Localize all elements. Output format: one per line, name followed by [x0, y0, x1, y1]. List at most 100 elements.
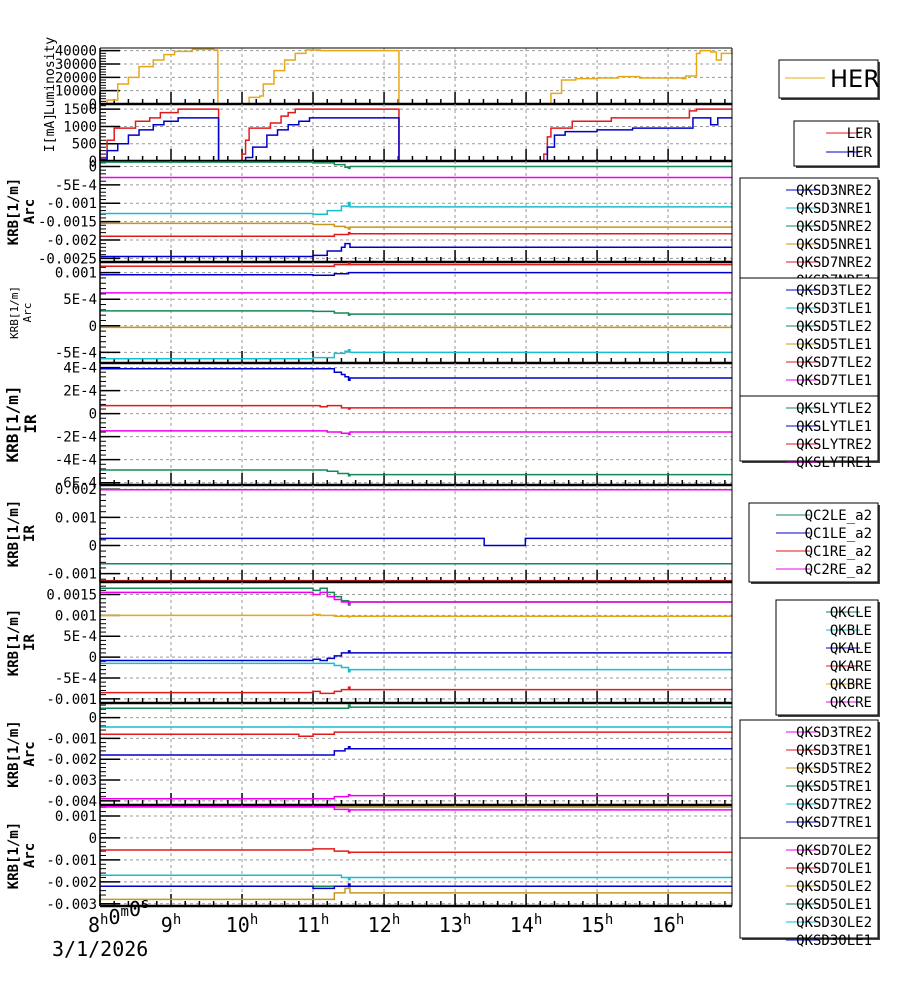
series-line-qksd7ole1	[100, 848, 732, 854]
y-axis-label: KRB[1/m]	[6, 822, 22, 889]
y-tick-label: -5E-4	[55, 345, 97, 361]
legend-label: QKCRE	[830, 695, 872, 711]
y-tick-label: -0.004	[46, 794, 97, 810]
y-tick-label: -0.001	[46, 731, 97, 747]
legend-krb-ir-qc: QC2LE_a2 QC1LE_a2 QC1RE_a2 QC2RE_a2	[748, 502, 880, 584]
legend-krb-ir-sly: QKSLYTLE2 QKSLYTLE1 QKSLYTRE2 QKSLYTRE1	[739, 395, 880, 471]
y-tick-label: 2E-4	[63, 384, 97, 400]
series-line-qkslytle1	[100, 368, 732, 382]
x-tick-label-part: 16	[652, 913, 676, 937]
legend-label: QKSLYTLE2	[796, 401, 872, 417]
legend-label: QKSD5TLE1	[796, 337, 872, 353]
y-axis-label: I[mA]	[43, 113, 58, 152]
y-tick-label: 0	[89, 160, 97, 176]
x-tick-label-part: 10	[226, 913, 250, 937]
y-axis-label: KRB[1/m]	[6, 178, 22, 245]
panel-krb-arc-tre: -0.004 -0.003 -0.002 -0.001 0 KRB[1/m] Arc	[6, 703, 733, 810]
panel-krb-ir-qk: -0.001 -5E-4 0 5E-4 0.001 0.0015 KRB[1/m] IR	[6, 582, 733, 708]
panel-krb-ir-sly: -6E-4 -4E-4 -2E-4 0 2E-4 4E-4 KRB[1/m] IR	[3, 361, 733, 492]
y-axis-label: KRB[1/m]	[6, 609, 22, 676]
x-tick-label-part: h	[250, 912, 258, 928]
y-tick-label: 0	[89, 319, 97, 335]
legend-label: QKSD5NRE1	[796, 237, 872, 253]
x-tick-label-part: 15	[581, 913, 605, 937]
series-line-qksd3ole1	[100, 883, 732, 890]
legend-label: QKBLE	[830, 623, 872, 639]
legend-label: QKSD3TLE2	[796, 283, 872, 299]
series-line-qksd5tre1	[100, 704, 732, 709]
legend-label: QC2LE_a2	[805, 508, 872, 524]
legend-label: QKSD5TRE2	[796, 761, 872, 777]
legend-label: QC1LE_a2	[805, 526, 872, 542]
legend-label: QKSD3TLE1	[796, 301, 872, 317]
series-line-qkcre	[100, 591, 732, 605]
legend-box	[739, 837, 879, 939]
y-tick-label: 0	[89, 711, 97, 727]
legend-box	[748, 502, 879, 583]
panel-krb-arc-tle: -5E-4 0 5E-4 0.001 KRB[1/m] Arc	[8, 262, 733, 365]
legend-label: QKSD7TLE1	[796, 373, 872, 389]
legend-krb-arc-nre: QKSD3NRE2 QKSD3NRE1 QKSD5NRE2 QKSD5NRE1 QKSD…	[739, 177, 880, 289]
series-line-qkare	[100, 686, 732, 695]
y-tick-label: 1500	[63, 102, 97, 118]
series-line-qksd5nre2	[100, 161, 732, 170]
y-tick-label: 0.0015	[46, 588, 97, 604]
y-axis-label: Luminosity	[43, 37, 58, 115]
y-axis-label: IR	[22, 525, 38, 542]
y-tick-label: 5E-4	[63, 629, 97, 645]
x-tick-label-part: 0	[129, 897, 141, 921]
x-tick-label-part: h	[100, 912, 108, 928]
series-line-her	[100, 48, 733, 105]
series-line-qksd3nre1	[100, 201, 732, 216]
legend-label: QKBRE	[830, 677, 872, 693]
legend-label: HER	[830, 65, 880, 93]
y-tick-label: -0.001	[46, 567, 97, 583]
y-tick-label: 4E-4	[63, 361, 97, 377]
series-line-qkale	[100, 650, 732, 662]
legend-label: QKSD3TRE2	[796, 725, 872, 741]
y-tick-label: -5E-4	[55, 178, 97, 194]
y-tick-label: -0.001	[46, 692, 97, 708]
series-line-qksd5ole2	[100, 885, 732, 901]
y-axis-label: Arc	[21, 303, 34, 323]
y-tick-label: -6E-4	[55, 476, 97, 492]
y-axis-label: KRB[1/m]	[6, 720, 22, 787]
legend-box	[793, 120, 879, 167]
series-line-qksd7ole2	[100, 806, 732, 813]
x-tick-label-part: 0	[108, 905, 120, 929]
legend-label: QKSD5TRE1	[796, 779, 872, 795]
y-axis-label: KRB[1/m]	[8, 286, 21, 339]
x-tick-label-part: h	[392, 912, 400, 928]
y-axis-label: Arc	[22, 843, 38, 868]
legend-label: QC2RE_a2	[805, 562, 872, 578]
y-tick-label: 0	[89, 97, 97, 113]
y-tick-label: -0.002	[46, 752, 97, 768]
y-tick-label: -0.0015	[38, 215, 97, 231]
y-axis-label: Arc	[22, 741, 38, 766]
legend-box	[778, 59, 879, 99]
y-axis-label: KRB[1/m]	[3, 385, 22, 462]
series-line-qkbre	[100, 613, 732, 618]
y-tick-label: -0.003	[46, 773, 97, 789]
y-tick-label: 0.001	[55, 608, 97, 624]
series-line-qksd7tle2	[100, 262, 732, 268]
y-tick-label: 500	[72, 137, 97, 153]
series-line-qksd3tre1	[100, 731, 732, 738]
series-line-qksd5nre1	[100, 222, 732, 230]
y-tick-label: 10000	[55, 84, 97, 100]
legend-current: LER HER	[793, 120, 880, 168]
y-tick-label: 30000	[55, 57, 97, 73]
series-line-qkcle	[100, 587, 732, 606]
legend-box	[739, 177, 879, 281]
x-tick-label-part: 13	[439, 913, 463, 937]
x-tick-label-part: h	[676, 912, 684, 928]
x-tick-label: 10h	[226, 912, 259, 937]
legend-label: QKSD7TRE1	[796, 815, 872, 831]
y-tick-label: -0.003	[46, 897, 97, 913]
legend-label: QKSD5TLE2	[796, 319, 872, 335]
x-tick-label: 11h	[297, 912, 330, 937]
y-tick-label: 0	[89, 407, 97, 423]
y-tick-label: 0	[89, 154, 97, 170]
